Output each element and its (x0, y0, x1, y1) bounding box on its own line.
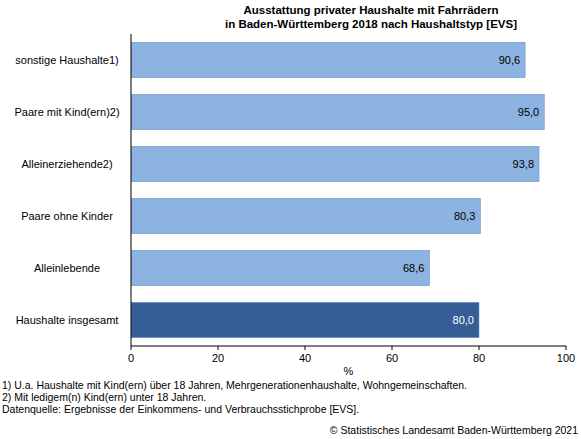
category-label: Alleinerziehende2) (21, 158, 112, 170)
bar (131, 302, 479, 337)
chart: Ausstattung privater Haushalte mit Fahrr… (0, 0, 581, 439)
title: Ausstattung privater Haushalte mit Fahrr… (244, 4, 499, 16)
x-tick-label: 0 (128, 352, 134, 364)
y-axis-line (131, 34, 132, 346)
x-tick-label: 60 (386, 352, 398, 364)
subtitle: in Baden-Württemberg 2018 nach Haushalts… (225, 18, 517, 30)
bar (131, 146, 539, 181)
x-tick (566, 346, 567, 350)
data-label: 95,0 (518, 106, 539, 118)
footnote: 2) Mit ledigem(n) Kind(ern) unter 18 Jah… (2, 391, 206, 403)
x-tick-label: 20 (212, 352, 224, 364)
category-label: Haushalte insgesamt (16, 314, 119, 326)
footnote: Datenquelle: Ergebnisse der Einkommens- … (2, 403, 359, 415)
x-axis-label: % (344, 365, 354, 377)
data-label: 68,6 (403, 262, 424, 274)
bars (131, 42, 544, 337)
x-tick (392, 346, 393, 350)
category-label: sonstige Haushalte1) (15, 54, 118, 66)
bar (131, 250, 429, 285)
x-tick (218, 346, 219, 350)
labels: sonstige Haushalte1) 90,6 Paare mit Kind(e… (14, 54, 539, 326)
bar (131, 198, 480, 233)
x-tick-label: 40 (299, 352, 311, 364)
x-axis-line (131, 346, 566, 347)
copyright: © Statistisches Landesamt Baden-Württemb… (330, 424, 578, 436)
bar (131, 42, 525, 77)
x-tick-label: 100 (557, 352, 575, 364)
category-label: Paare ohne Kinder (21, 210, 113, 222)
bar (131, 94, 544, 129)
x-tick (305, 346, 306, 350)
x-tick (131, 346, 132, 350)
data-label: 93,8 (513, 158, 534, 170)
x-tick-label: 80 (473, 352, 485, 364)
data-label: 90,6 (499, 54, 520, 66)
x-tick (479, 346, 480, 350)
category-label: Alleinlebende (34, 262, 100, 274)
footnote: 1) U.a. Haushalte mit Kind(ern) über 18 … (2, 379, 467, 391)
data-label: 80,3 (454, 210, 475, 222)
data-label: 80,0 (453, 314, 474, 326)
category-label: Paare mit Kind(ern)2) (14, 106, 119, 118)
